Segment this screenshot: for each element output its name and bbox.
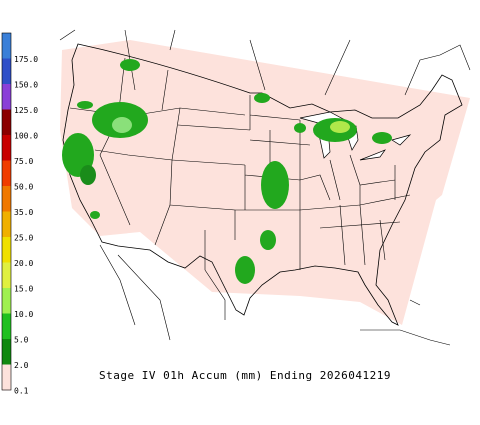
legend-label: 175.0 [14, 55, 38, 64]
legend-label: 35.0 [14, 208, 33, 217]
legend-label: 50.0 [14, 183, 33, 192]
colorbar-segment [2, 339, 11, 365]
legend-label: 15.0 [14, 285, 33, 294]
colorbar-segment [2, 186, 11, 212]
colorbar-frame [1, 32, 12, 391]
colorbar-segment [2, 364, 11, 391]
caption: Stage IV 01h Accum (mm) Ending 202604121… [99, 369, 391, 382]
colorbar-segment [2, 237, 11, 263]
colorbar-segment [2, 313, 11, 340]
colorbar-segment [2, 135, 11, 161]
legend-label: 25.0 [14, 234, 33, 243]
colorbar-segment [2, 109, 11, 136]
legend-label: 0.1 [14, 387, 29, 396]
colorbar-segment [2, 160, 11, 187]
colorbar-segment [2, 58, 11, 85]
precip [62, 59, 392, 284]
legend-label: 2.0 [14, 361, 29, 370]
legend-label: 100.0 [14, 132, 38, 141]
legend: 175.0 150.0 125.0 100.0 75.0 50.0 35.0 25.0 20.0… [1, 32, 38, 396]
legend-label: 75.0 [14, 157, 33, 166]
colorbar-segment [2, 84, 11, 110]
legend-label: 5.0 [14, 336, 29, 345]
legend-label: 10.0 [14, 310, 33, 319]
colorbar-segment [2, 288, 11, 314]
legend-label: 150.0 [14, 81, 38, 90]
colorbar-segment [2, 211, 11, 238]
us-outline [62, 43, 463, 326]
colorbar-segment [2, 33, 11, 59]
legend-label: 125.0 [14, 106, 38, 115]
legend-label: 20.0 [14, 259, 33, 268]
colorbar-segment [2, 262, 11, 289]
